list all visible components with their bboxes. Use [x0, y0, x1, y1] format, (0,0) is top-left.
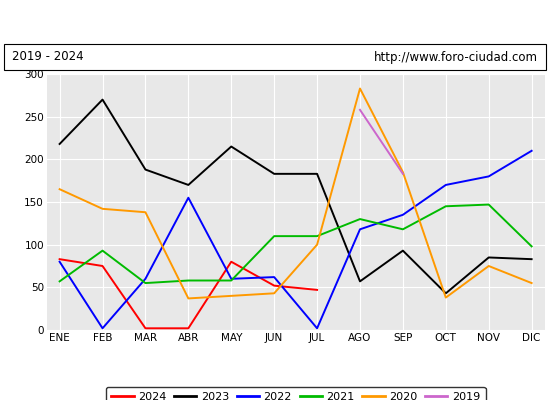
FancyBboxPatch shape: [4, 44, 546, 70]
Text: Evolucion Nº Turistas Nacionales en el municipio de Palomas: Evolucion Nº Turistas Nacionales en el m…: [24, 14, 526, 28]
Text: http://www.foro-ciudad.com: http://www.foro-ciudad.com: [374, 50, 538, 64]
Text: 2019 - 2024: 2019 - 2024: [12, 50, 84, 64]
Legend: 2024, 2023, 2022, 2021, 2020, 2019: 2024, 2023, 2022, 2021, 2020, 2019: [106, 387, 486, 400]
